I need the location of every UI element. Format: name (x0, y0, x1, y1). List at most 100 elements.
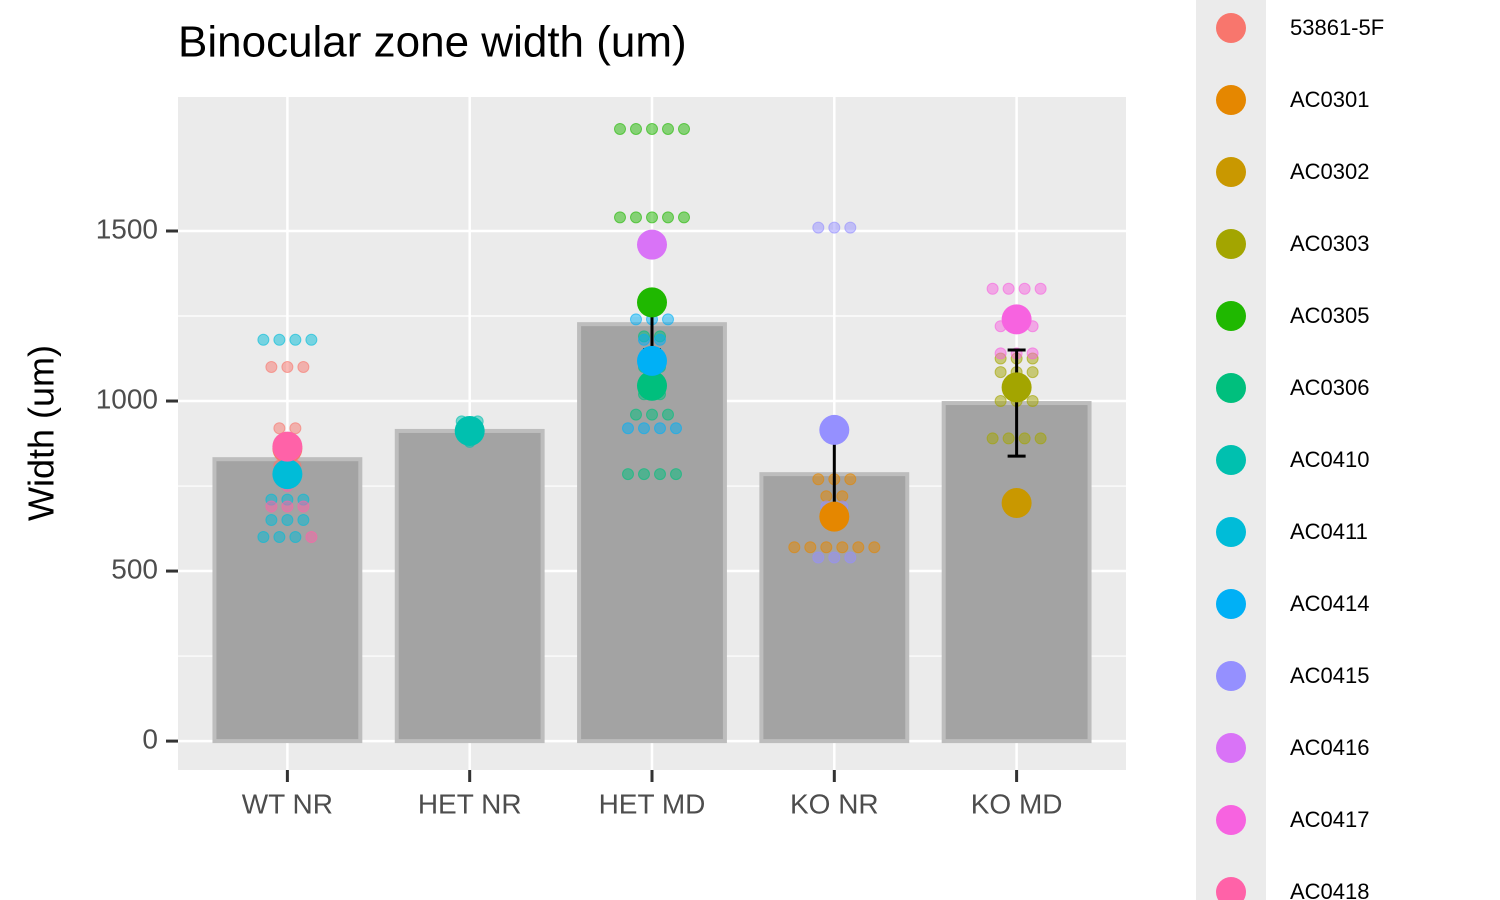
observation-dot (662, 122, 674, 135)
observation-dot (654, 333, 666, 346)
observation-dot (265, 500, 278, 513)
observation-dot (662, 211, 674, 224)
observation-dot (1026, 347, 1039, 360)
observation-dot (1034, 282, 1047, 295)
x-tick-label: WT NR (242, 788, 333, 819)
observation-dot (622, 468, 634, 481)
observation-dot (670, 468, 682, 481)
observation-dot (986, 432, 999, 445)
observation-dot (812, 221, 825, 234)
legend-label: AC0410 (1290, 447, 1370, 472)
y-tick-label: 0 (142, 723, 158, 754)
observation-dot (662, 408, 674, 421)
x-tick-label: HET NR (418, 788, 522, 819)
legend-key (1216, 13, 1246, 43)
observation-dot (1026, 395, 1039, 408)
x-tick-label: KO NR (790, 788, 879, 819)
observation-dot (281, 361, 294, 374)
observation-dot (1002, 282, 1015, 295)
observation-dot (305, 333, 318, 346)
observation-dot (630, 313, 642, 326)
observation-dot (812, 551, 825, 564)
observation-dot (614, 211, 626, 224)
observation-dot (994, 347, 1007, 360)
observation-dot (265, 361, 278, 374)
legend-label: AC0411 (1290, 519, 1368, 544)
legend-key (1216, 733, 1246, 763)
observation-dot (844, 473, 857, 486)
legend-label: AC0416 (1290, 735, 1370, 760)
observation-dot (305, 531, 318, 544)
observation-dot (638, 468, 650, 481)
observation-dot (273, 422, 286, 435)
observation-dot (638, 422, 650, 435)
y-tick-label: 1500 (96, 213, 158, 244)
legend-key (1216, 85, 1246, 115)
observation-dot (630, 408, 642, 421)
bar (394, 428, 545, 744)
observation-dot (836, 541, 849, 554)
observation-dot (836, 490, 849, 503)
observation-dot (289, 531, 302, 544)
legend-key (1216, 805, 1246, 835)
observation-dot (1018, 432, 1031, 445)
legend-label: AC0417 (1290, 807, 1370, 832)
legend-key (1216, 301, 1246, 331)
observation-dot (654, 422, 666, 435)
observation-dot (986, 282, 999, 295)
observation-dot (630, 211, 642, 224)
animal-mean-point (1001, 488, 1032, 519)
animal-mean-point (637, 287, 667, 318)
observation-dot (646, 408, 658, 421)
observation-dot (852, 541, 865, 554)
animal-mean-point (272, 431, 303, 462)
y-tick-label: 1000 (96, 383, 158, 414)
observation-dot (273, 531, 286, 544)
observation-dot (646, 122, 658, 135)
legend-key (1216, 589, 1246, 619)
animal-mean-point (272, 459, 303, 490)
animal-mean-point (819, 414, 850, 445)
observation-dot (622, 422, 634, 435)
observation-dot (1034, 432, 1047, 445)
animal-mean-point (454, 415, 485, 446)
y-tick-label: 500 (111, 553, 158, 584)
animal-mean-point (1001, 304, 1032, 335)
observation-dot (844, 221, 857, 234)
legend-label: AC0301 (1290, 87, 1370, 112)
observation-dot (630, 122, 642, 135)
observation-dot (828, 551, 841, 564)
observation-dot (654, 468, 666, 481)
observation-dot (614, 122, 626, 135)
observation-dot (297, 361, 310, 374)
observation-dot (812, 473, 825, 486)
legend-label: AC0306 (1290, 375, 1370, 400)
observation-dot (820, 541, 833, 554)
animal-mean-point (1001, 372, 1032, 403)
animal-mean-point (819, 501, 850, 532)
legend-key (1216, 877, 1246, 900)
animal-mean-point (637, 345, 667, 376)
animal-mean-point (637, 370, 667, 401)
observation-dot (820, 490, 833, 503)
observation-dot (662, 313, 674, 326)
observation-dot (257, 333, 270, 346)
observation-dot (1002, 432, 1015, 445)
observation-dot (804, 541, 817, 554)
y-axis-label: Width (um) (21, 345, 62, 521)
observation-dot (297, 514, 310, 527)
observation-dot (868, 541, 881, 554)
legend-key (1216, 661, 1246, 691)
observation-dot (257, 531, 270, 544)
x-tick-label: KO MD (971, 788, 1063, 819)
legend-label: AC0305 (1290, 303, 1370, 328)
animal-mean-point (637, 229, 667, 260)
legend-label: AC0415 (1290, 663, 1370, 688)
legend-key (1216, 157, 1246, 187)
legend-label: 53861-5F (1290, 15, 1384, 40)
legend-label: AC0303 (1290, 231, 1370, 256)
observation-dot (678, 122, 690, 135)
observation-dot (994, 395, 1007, 408)
observation-dot (1026, 366, 1039, 379)
